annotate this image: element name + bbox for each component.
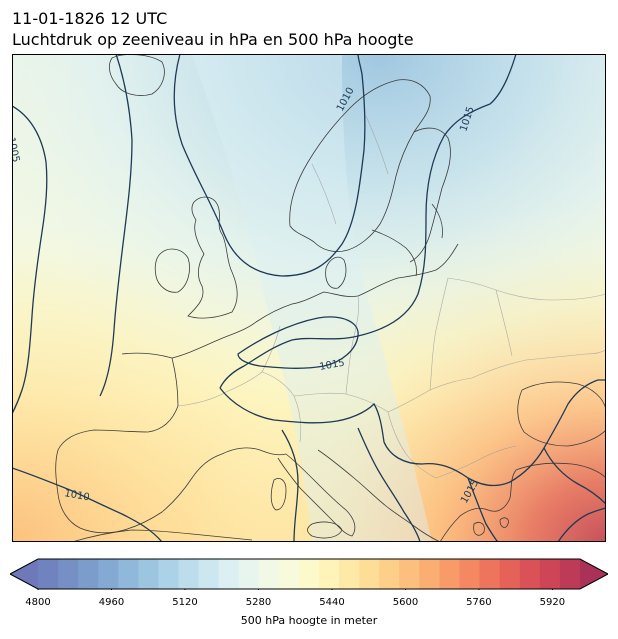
colorbar-tick-label: 4800 xyxy=(25,597,51,608)
colorbar-tick-label: 4960 xyxy=(98,597,125,608)
colorbar-outline xyxy=(10,558,608,590)
colorbar-extend-max xyxy=(580,559,608,589)
colorbar-segment xyxy=(78,559,99,589)
colorbar-segment xyxy=(399,559,420,589)
colorbar-extend-min xyxy=(10,559,38,589)
colorbar-segment xyxy=(278,559,300,589)
colorbar-segment xyxy=(319,559,340,589)
colorbar-segment xyxy=(298,559,320,589)
colorbar-segment xyxy=(238,559,260,589)
colorbar xyxy=(10,558,608,590)
map-title-date: 11-01-1826 12 UTC xyxy=(12,9,168,28)
isobar-label-1010-southwest: 1010 xyxy=(63,488,90,503)
colorbar-segment xyxy=(58,559,79,589)
colorbar-segment xyxy=(479,559,501,589)
country-borders xyxy=(177,115,606,479)
colorbar-segment xyxy=(118,559,139,589)
colorbar-segment xyxy=(258,559,280,589)
colorbar-segment xyxy=(499,559,521,589)
colorbar-segment xyxy=(359,559,380,589)
colorbar-segment xyxy=(198,559,220,589)
colorbar-tick-label: 5920 xyxy=(539,597,566,608)
colorbar-segment xyxy=(419,559,441,589)
height-field-southeast xyxy=(12,54,606,542)
coastlines xyxy=(55,54,606,542)
colorbar-segment xyxy=(218,559,240,589)
colorbar-segment xyxy=(439,559,461,589)
map-canvas: 1010 1015 1015 1010 1005 1015 xyxy=(12,54,606,542)
colorbar-segment xyxy=(178,559,200,589)
colorbar-segment xyxy=(158,559,180,589)
colorbar-graphic xyxy=(10,558,608,590)
colorbar-tick-label: 5440 xyxy=(319,597,345,608)
colorbar-segment xyxy=(38,559,59,589)
map-panel: 1010 1015 1015 1010 1005 1015 xyxy=(12,54,606,542)
colorbar-segment xyxy=(98,559,119,589)
height-field-trough-axis xyxy=(192,54,432,542)
colorbar-label: 500 hPa hoogte in meter xyxy=(240,614,378,627)
map-title-description: Luchtdruk op zeeniveau in hPa en 500 hPa… xyxy=(12,30,414,49)
colorbar-segment xyxy=(459,559,481,589)
isobar-label-1015-central: 1015 xyxy=(319,358,346,373)
colorbar-tick-label: 5120 xyxy=(172,597,198,608)
colorbar-segment xyxy=(519,559,541,589)
map-frame xyxy=(12,54,606,542)
colorbar-segment xyxy=(539,559,561,589)
isobars xyxy=(12,54,606,542)
colorbar-segment xyxy=(379,559,400,589)
colorbar-segment xyxy=(559,559,581,589)
colorbar-tick-label: 5280 xyxy=(245,597,272,608)
colorbar-segment xyxy=(138,559,160,589)
isobar-label-1005-west: 1005 xyxy=(12,136,21,163)
colorbar-segment xyxy=(339,559,360,589)
colorbar-tick-label: 5760 xyxy=(466,597,492,608)
colorbar-tick-label: 5600 xyxy=(392,597,419,608)
